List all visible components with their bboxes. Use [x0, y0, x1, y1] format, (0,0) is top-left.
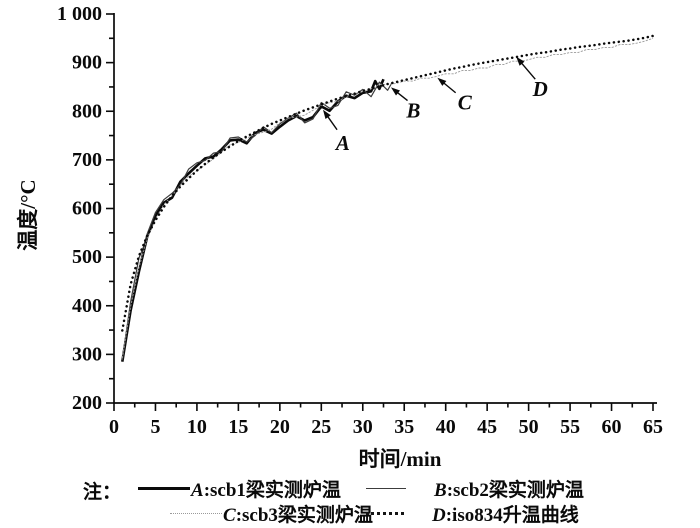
y-tick-label: 300: [72, 343, 102, 365]
annotation-arrowhead-d: [516, 56, 525, 66]
x-tick-label: 30: [353, 416, 373, 438]
legend-letter-c: C: [223, 504, 236, 526]
x-tick-label: 40: [436, 416, 456, 438]
legend-text-a: :scb1梁实测炉温: [203, 479, 341, 501]
x-axis-label: 时间/min: [358, 447, 442, 471]
annotation-label-a: A: [334, 131, 350, 155]
x-tick-label: 50: [519, 416, 539, 438]
legend-label-d: D:iso834升温曲线: [432, 500, 579, 527]
annotation-arrowhead-a: [323, 109, 331, 119]
x-tick-label: 55: [560, 416, 580, 438]
y-tick-label: 500: [72, 246, 102, 268]
legend-text-d: :iso834升温曲线: [445, 504, 579, 526]
chart-svg: 200 300 400 500 600 700 800 900 1 000 0 5 10 15 20 25 3…: [57, 3, 663, 438]
dotted-line-sample: [366, 511, 404, 515]
annotation-label-d: D: [532, 77, 548, 101]
thin-solid-line-sample: [366, 487, 406, 489]
legend-note-label: 注：: [83, 482, 122, 503]
x-tick-label: 60: [602, 416, 622, 438]
x-tick-label: 35: [394, 416, 414, 438]
x-tick-label: 15: [228, 416, 248, 438]
y-tick-label: 200: [72, 392, 102, 414]
x-tick-label: 65: [643, 416, 663, 438]
x-tick-label: 25: [311, 416, 331, 438]
legend-label-b: B:scb2梁实测炉温: [434, 475, 584, 502]
curve-c: [121, 37, 654, 359]
legend-text-c: :scb3梁实测炉温: [235, 504, 373, 526]
fine-dotted-line-sample: [170, 512, 222, 514]
curve-a: [121, 78, 385, 362]
x-tick-label: 0: [109, 416, 119, 438]
curve-d: [121, 34, 655, 332]
legend-item-curve-d: D:iso834升温曲线: [366, 500, 579, 527]
y-tick-label: 600: [72, 198, 102, 220]
legend-item-curve-c: C:scb3梁实测炉温: [170, 500, 373, 527]
curve-b: [121, 81, 393, 361]
legend-item-curve-a: A:scb1梁实测炉温: [138, 475, 341, 502]
legend-letter-a: A: [191, 479, 204, 501]
x-tick-label: 45: [477, 416, 497, 438]
annotation-label-b: B: [405, 98, 420, 122]
annotation-label-c: C: [458, 90, 473, 114]
annotation-arrowhead-c: [437, 77, 447, 86]
legend-letter-d: D: [432, 504, 446, 526]
y-tick-label: 1 000: [57, 3, 102, 25]
y-tick-label: 400: [72, 295, 102, 317]
legend-label-a: A:scb1梁实测炉温: [191, 475, 341, 502]
y-tick-label: 900: [72, 52, 102, 74]
legend-item-curve-b: B:scb2梁实测炉温: [366, 475, 584, 502]
x-tick-label: 20: [270, 416, 290, 438]
legend-letter-b: B: [434, 479, 447, 501]
y-axis-label: 温度/°C: [16, 179, 40, 251]
annotation-arrowhead-b: [391, 87, 400, 96]
x-tick-label: 10: [187, 416, 207, 438]
thick-solid-line-sample: [138, 486, 190, 490]
y-tick-label: 800: [72, 100, 102, 122]
y-tick-label: 700: [72, 149, 102, 171]
x-tick-label: 5: [150, 416, 160, 438]
legend-text-b: :scb2梁实测炉温: [446, 479, 584, 501]
legend-label-c: C:scb3梁实测炉温: [223, 500, 373, 527]
